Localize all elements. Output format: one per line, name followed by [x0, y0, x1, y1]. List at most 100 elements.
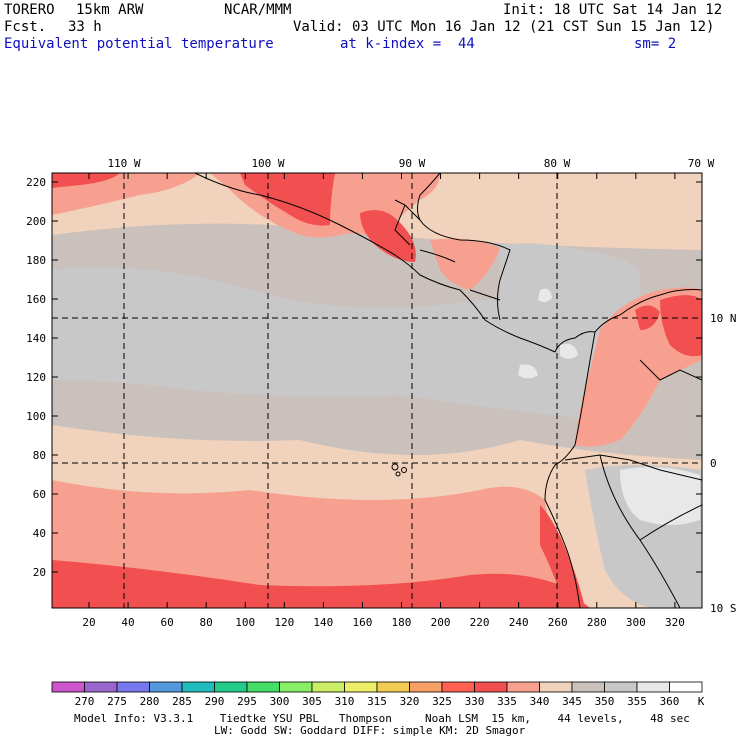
- colorbar-swatch: [246, 681, 280, 693]
- x-axis: 20 40 60 80 100 120 140 160 180 200 220 240 260 280 30…: [82, 173, 685, 629]
- peru-coast-red: [540, 505, 585, 608]
- colorbar-swatch: [344, 681, 378, 693]
- x-tick-label: 180: [392, 616, 412, 629]
- colorbar-swatch: [279, 681, 313, 693]
- colorbar-swatch: [571, 681, 605, 693]
- colorbar-swatch: [409, 681, 443, 693]
- map-frame: [51, 172, 703, 609]
- colorbar-label: 315: [367, 695, 387, 708]
- guatemala-red: [360, 209, 416, 262]
- nw-red: [52, 173, 120, 188]
- colorbar-swatch: [636, 681, 670, 693]
- x-tick-label: 140: [313, 616, 333, 629]
- colorbar-label: 310: [335, 695, 355, 708]
- colorbar-unit: K: [698, 695, 705, 708]
- colorbar-label: 340: [530, 695, 550, 708]
- y-tick-label: 200: [26, 215, 46, 228]
- y-tick-label: 140: [26, 332, 46, 345]
- y-tick-label: 80: [33, 449, 46, 462]
- lon-label: 110 W: [107, 157, 140, 170]
- y-tick-label: 220: [26, 176, 46, 189]
- colorbar-swatch: [474, 681, 508, 693]
- forecast-hours: 33 h: [68, 19, 102, 35]
- colorbar-swatch: [539, 681, 573, 693]
- y-tick-label: 60: [33, 488, 46, 501]
- colorbar-label: 335: [497, 695, 517, 708]
- colorbar-label: 325: [432, 695, 452, 708]
- colorbar-label: 360: [660, 695, 680, 708]
- model-name: TORERO: [4, 2, 55, 18]
- level-info: at k-index = 44: [340, 36, 475, 52]
- y-axis: 220 200 180 160 140 120 100 80 60 40 20: [26, 176, 702, 579]
- colorbar-label: 305: [302, 695, 322, 708]
- colorbar-swatch: [51, 681, 85, 693]
- amazon-white: [620, 466, 700, 525]
- coastlines: [194, 173, 702, 608]
- colorbar-label: 290: [205, 695, 225, 708]
- colorbar-swatch: [116, 681, 150, 693]
- colorbar-labels: 270 275 280 285 290 295 300 305 310 315 320 325 330 3…: [75, 695, 680, 708]
- lat-label: 10 N: [710, 312, 737, 325]
- lat-label: 0: [710, 457, 717, 470]
- lon-labels: 110 W 100 W 90 W 80 W 70 W: [107, 157, 714, 170]
- colorbar-swatch: [441, 681, 475, 693]
- y-tick-label: 120: [26, 371, 46, 384]
- y-tick-label: 100: [26, 410, 46, 423]
- smoothing-info: sm= 2: [634, 36, 677, 52]
- colorbar-swatch: [669, 681, 703, 693]
- colorbar-label: 345: [562, 695, 582, 708]
- colorbar-swatch: [604, 681, 638, 693]
- x-tick-label: 100: [235, 616, 255, 629]
- forecast-label: Fcst.: [4, 19, 47, 35]
- colorbar-swatch: [376, 681, 410, 693]
- x-tick-label: 320: [665, 616, 685, 629]
- colorbar-label: 330: [465, 695, 485, 708]
- y-tick-label: 160: [26, 293, 46, 306]
- colorbar-swatch: [311, 681, 345, 693]
- y-tick-label: 20: [33, 566, 46, 579]
- colorbar-swatch: [149, 681, 183, 693]
- lat-label: 10 S: [710, 602, 737, 615]
- lat-labels: 10 N 0 10 S: [710, 312, 737, 615]
- colorbar-label: 280: [140, 695, 160, 708]
- model-resolution: 15km ARW: [76, 2, 144, 18]
- x-tick-label: 300: [626, 616, 646, 629]
- footer-physics-info: LW: Godd SW: Goddard DIFF: simple KM: 2D…: [214, 724, 526, 737]
- colorbar-swatch: [181, 681, 215, 693]
- lon-label: 90 W: [399, 157, 426, 170]
- x-tick-label: 240: [509, 616, 529, 629]
- colorbar-label: 320: [400, 695, 420, 708]
- x-tick-label: 280: [587, 616, 607, 629]
- model-center: NCAR/MMM: [224, 2, 292, 18]
- colorbar-label: 275: [107, 695, 127, 708]
- colorbar-label: 285: [172, 695, 192, 708]
- x-tick-label: 80: [200, 616, 213, 629]
- y-tick-label: 40: [33, 527, 46, 540]
- field-name: Equivalent potential temperature: [4, 36, 274, 52]
- x-tick-label: 20: [82, 616, 95, 629]
- colorbar-swatch: [506, 681, 540, 693]
- colorbar-label: 270: [75, 695, 95, 708]
- colorbar: [51, 681, 703, 693]
- colorbar-swatch: [84, 681, 118, 693]
- lat-lon-grid: [52, 173, 702, 608]
- x-tick-label: 60: [160, 616, 173, 629]
- venezuela-red: [660, 295, 702, 357]
- colorbar-swatch: [214, 681, 248, 693]
- init-time: Init: 18 UTC Sat 14 Jan 12: [503, 2, 723, 18]
- colorbar-label: 295: [237, 695, 257, 708]
- lon-label: 70 W: [688, 157, 715, 170]
- x-tick-label: 260: [548, 616, 568, 629]
- colorbar-label: 355: [627, 695, 647, 708]
- colorbar-label: 350: [595, 695, 615, 708]
- footer-model-info: Model Info: V3.3.1 Tiedtke YSU PBL Thomp…: [74, 712, 690, 725]
- lon-label: 80 W: [544, 157, 571, 170]
- southern-red: [52, 560, 590, 608]
- x-tick-label: 200: [431, 616, 451, 629]
- valid-time: Valid: 03 UTC Mon 16 Jan 12 (21 CST Sun …: [293, 19, 715, 35]
- x-tick-label: 220: [470, 616, 490, 629]
- lon-label: 100 W: [251, 157, 284, 170]
- theta-e-field: [52, 173, 702, 608]
- honduras-salmon: [430, 238, 500, 290]
